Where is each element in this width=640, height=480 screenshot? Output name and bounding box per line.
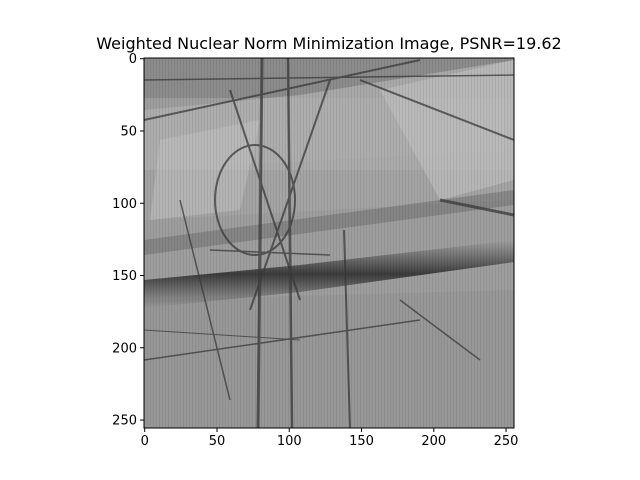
y-tick-label: 150	[112, 269, 137, 284]
x-axis: 0 50 100 150 200 250	[141, 428, 519, 449]
chart-title: Weighted Nuclear Norm Minimization Image…	[96, 34, 561, 53]
x-tick-label: 50	[209, 434, 226, 449]
x-tick-label: 250	[494, 434, 519, 449]
grayscale-image	[144, 58, 514, 428]
x-tick-label: 150	[349, 434, 374, 449]
axes-frame	[143, 57, 515, 429]
y-tick-label: 100	[112, 197, 137, 212]
x-tick-label: 200	[421, 434, 446, 449]
x-tick-label: 100	[277, 434, 302, 449]
y-tick-label: 0	[129, 52, 137, 67]
y-tick-label: 200	[112, 341, 137, 356]
y-tick-label: 250	[112, 414, 137, 429]
y-tick-label: 50	[120, 124, 137, 139]
x-tick-label: 0	[141, 434, 149, 449]
y-axis: 0 50 100 150 200 250	[112, 52, 144, 429]
